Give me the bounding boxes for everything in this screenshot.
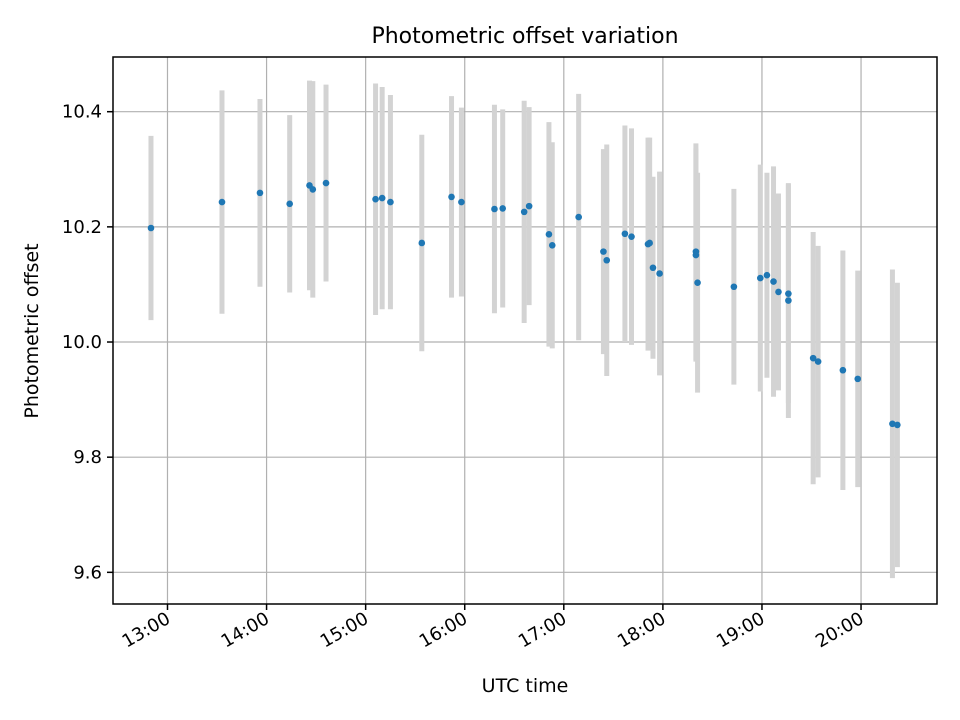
data-point xyxy=(378,194,386,202)
data-point xyxy=(628,233,635,240)
data-point xyxy=(491,205,498,213)
y-tick-label: 9.6 xyxy=(73,562,102,583)
data-point xyxy=(757,274,764,282)
data-point xyxy=(448,193,455,201)
data-point xyxy=(770,278,777,285)
data-point xyxy=(548,241,556,249)
data-point xyxy=(525,202,533,210)
data-point xyxy=(854,375,862,383)
y-tick-label: 10.2 xyxy=(62,217,102,238)
data-point xyxy=(387,198,394,206)
y-tick-label: 10.0 xyxy=(62,332,102,353)
data-point xyxy=(603,256,611,264)
y-tick-label: 9.8 xyxy=(73,447,102,468)
data-point xyxy=(147,224,155,232)
data-point xyxy=(218,198,226,206)
data-point xyxy=(649,264,657,272)
data-point xyxy=(545,231,553,238)
grid xyxy=(113,57,937,604)
data-point xyxy=(458,198,465,206)
data-point xyxy=(621,230,629,238)
data-point xyxy=(646,239,653,247)
data-point xyxy=(839,366,847,374)
y-tick-label: 10.4 xyxy=(62,102,102,123)
data-point xyxy=(894,421,901,429)
data-points xyxy=(147,179,901,429)
y-axis-ticks: 9.6 9.8 10.0 10.2 10.4 xyxy=(62,102,113,583)
data-point xyxy=(418,239,426,247)
plot-frame xyxy=(112,56,938,605)
x-axis-label: UTC time xyxy=(482,675,569,697)
y-axis-label: Photometric offset xyxy=(21,243,43,418)
data-point xyxy=(286,200,293,208)
data-point xyxy=(309,186,317,193)
data-point xyxy=(763,271,771,279)
data-point xyxy=(889,420,896,428)
data-point xyxy=(575,213,582,221)
data-point xyxy=(600,248,607,255)
data-point xyxy=(322,179,330,187)
data-point xyxy=(814,358,822,365)
data-point xyxy=(692,248,700,255)
data-point xyxy=(520,208,528,216)
data-point xyxy=(256,189,264,197)
data-point xyxy=(809,354,817,362)
data-point xyxy=(785,297,792,304)
data-point xyxy=(656,270,663,277)
data-point xyxy=(694,279,701,287)
data-point xyxy=(730,283,738,291)
chart-title: Photometric offset variation xyxy=(371,24,678,49)
data-point xyxy=(775,288,782,296)
data-point xyxy=(499,205,507,212)
data-point xyxy=(372,195,379,203)
data-point xyxy=(785,290,792,297)
